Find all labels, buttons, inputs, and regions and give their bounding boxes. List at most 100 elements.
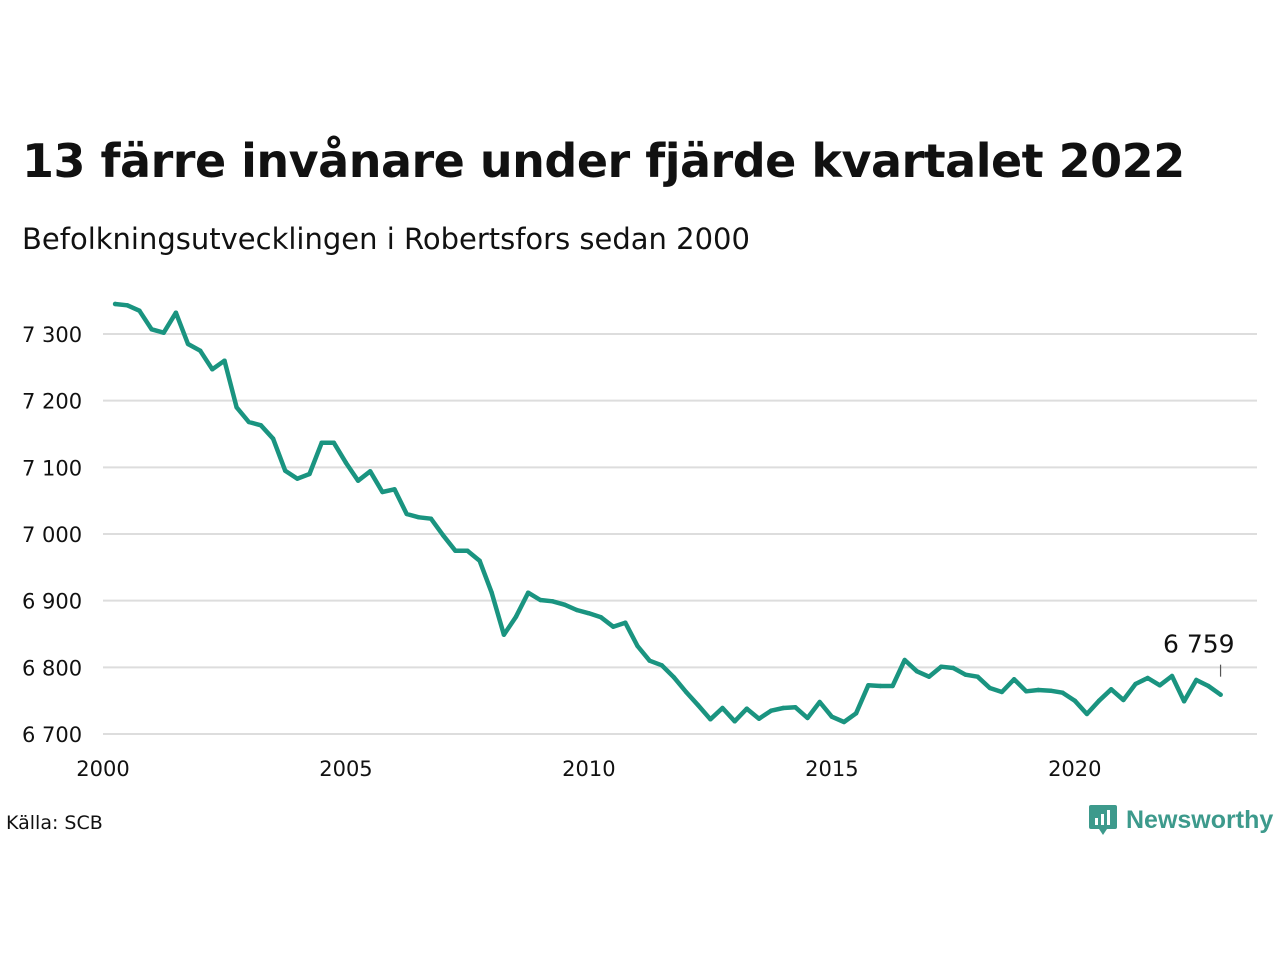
data-point: [926, 674, 932, 679]
x-tick-label: 2010: [562, 757, 615, 781]
data-point: [841, 719, 847, 725]
data-point: [829, 714, 834, 719]
source-note: Källa: SCB: [6, 812, 103, 834]
series-layer: [112, 301, 1223, 725]
data-point: [1048, 688, 1053, 693]
data-point: [501, 632, 507, 637]
data-point: [732, 719, 737, 724]
data-point: [720, 705, 725, 711]
data-point: [696, 703, 701, 708]
data-point: [137, 308, 142, 313]
logo-text: Newsworthy: [1126, 805, 1274, 834]
data-point: [513, 614, 519, 619]
data-point: [574, 607, 579, 613]
data-point: [1084, 711, 1090, 717]
data-point: [963, 672, 968, 677]
data-point: [975, 674, 980, 679]
data-point: [611, 624, 616, 629]
data-point: [853, 711, 859, 716]
y-tick-label: 7 100: [22, 456, 82, 480]
data-point: [683, 689, 689, 695]
data-point: [756, 716, 762, 721]
data-point: [368, 469, 373, 474]
data-point: [1036, 687, 1041, 693]
data-point: [999, 689, 1005, 695]
data-point: [598, 615, 604, 620]
data-point: [392, 487, 397, 492]
data-point: [914, 669, 920, 674]
data-point: [234, 405, 239, 410]
data-point: [1109, 687, 1114, 692]
data-point: [659, 663, 664, 668]
data-point: [526, 590, 531, 595]
data-point: [744, 706, 749, 711]
data-point: [198, 348, 203, 353]
annotations: 6 759: [1163, 630, 1235, 677]
data-point: [1157, 683, 1163, 688]
data-point: [1121, 697, 1126, 703]
data-point: [1194, 677, 1199, 683]
data-point: [708, 717, 713, 722]
data-point: [270, 436, 276, 441]
y-tick-label: 7 300: [22, 323, 82, 347]
data-point: [768, 708, 774, 713]
data-point: [1218, 692, 1223, 697]
chart-subtitle: Befolkningsutvecklingen i Robertsfors se…: [22, 222, 750, 256]
data-point: [331, 440, 336, 445]
data-point: [1011, 677, 1017, 682]
data-point: [951, 665, 956, 671]
data-point: [538, 597, 543, 603]
data-point: [355, 478, 361, 483]
data-point: [671, 675, 677, 680]
data-point: [550, 599, 555, 604]
data-point: [1072, 698, 1078, 703]
data-point: [890, 683, 895, 689]
data-point: [939, 664, 944, 669]
y-tick-label: 6 800: [22, 656, 82, 680]
data-point: [805, 715, 810, 721]
data-point: [258, 423, 264, 428]
data-point: [477, 558, 482, 563]
chart-title: 13 färre invånare under fjärde kvartalet…: [22, 134, 1185, 188]
data-point: [125, 303, 130, 308]
data-point: [149, 327, 154, 332]
data-point: [489, 590, 494, 595]
data-point: [1060, 690, 1065, 695]
data-point: [1206, 683, 1211, 689]
data-point: [380, 489, 385, 495]
series-line: [112, 301, 1223, 725]
data-point: [781, 705, 786, 711]
data-point: [404, 511, 409, 517]
data-point: [1145, 675, 1150, 681]
data-point: [161, 330, 166, 335]
data-point: [817, 699, 822, 705]
data-point: [428, 516, 434, 521]
data-point: [307, 471, 312, 477]
data-point: [440, 533, 446, 538]
data-point: [416, 515, 421, 520]
data-point: [319, 440, 324, 445]
data-point: [902, 657, 907, 663]
data-point: [1169, 673, 1175, 679]
data-point: [185, 341, 191, 347]
x-tick-label: 2015: [805, 757, 858, 781]
x-axis-ticks: 2000 2005 2010 2015 2020: [76, 757, 1101, 781]
x-tick-label: 2000: [76, 757, 129, 781]
data-point: [246, 419, 251, 425]
data-point: [878, 683, 883, 689]
data-point: [453, 548, 458, 553]
data-point: [562, 602, 567, 607]
data-point: [283, 468, 288, 473]
data-point: [1133, 681, 1138, 687]
newsworthy-logo: Newsworthy: [1088, 803, 1273, 837]
data-point: [1096, 698, 1102, 703]
data-point: [112, 301, 118, 307]
y-axis-ticks: 6 700 6 800 6 900 7 000 7 100 7 200 7 300: [22, 323, 82, 747]
data-point: [343, 460, 349, 465]
data-point: [1181, 699, 1187, 704]
x-tick-label: 2005: [319, 757, 372, 781]
data-point: [222, 358, 227, 363]
data-point: [295, 476, 300, 481]
x-tick-label: 2020: [1048, 757, 1101, 781]
